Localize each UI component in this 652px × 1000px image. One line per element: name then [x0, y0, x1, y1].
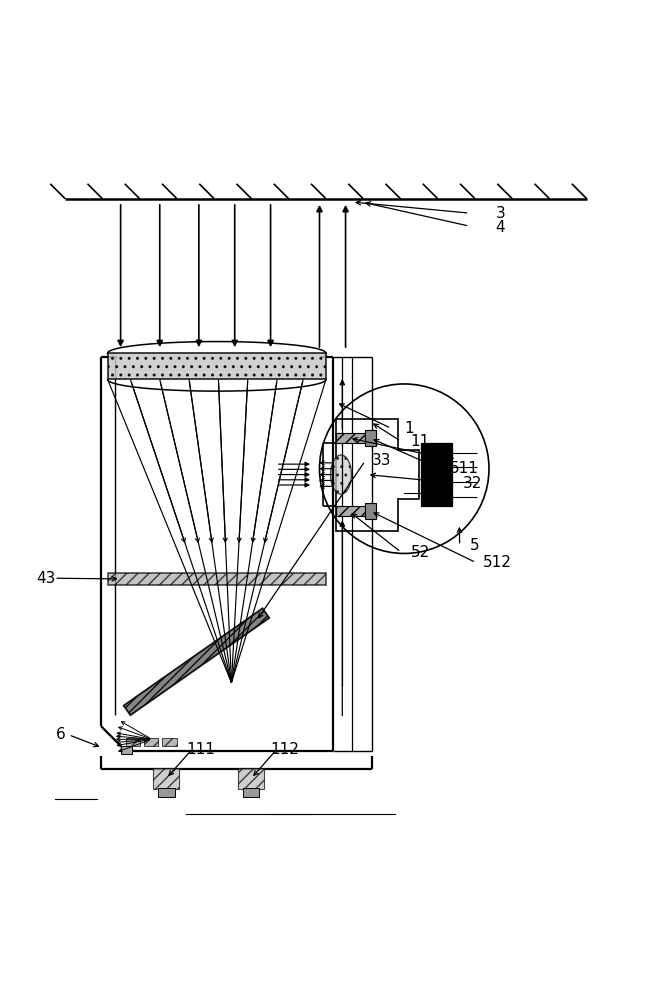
Ellipse shape: [331, 455, 351, 494]
Bar: [238, 768, 264, 789]
Bar: [365, 430, 376, 446]
Bar: [108, 573, 326, 585]
Bar: [121, 746, 132, 754]
Text: 51: 51: [437, 447, 456, 462]
Text: 112: 112: [271, 742, 299, 757]
Polygon shape: [124, 608, 269, 715]
Text: 32: 32: [463, 476, 482, 491]
Bar: [126, 738, 140, 746]
Text: 3: 3: [496, 206, 505, 221]
Text: 511: 511: [450, 461, 479, 476]
Bar: [162, 738, 177, 746]
Text: 512: 512: [482, 555, 511, 570]
Text: 5: 5: [469, 538, 479, 553]
Bar: [421, 443, 452, 506]
Text: 6: 6: [55, 727, 65, 742]
Bar: [365, 503, 376, 519]
Bar: [336, 506, 365, 516]
Bar: [144, 738, 158, 746]
Text: 1: 1: [404, 421, 414, 436]
Text: 4: 4: [496, 220, 505, 235]
Bar: [158, 788, 175, 797]
Bar: [153, 768, 179, 789]
Text: 43: 43: [36, 571, 55, 586]
Bar: [336, 433, 365, 443]
Bar: [243, 788, 259, 797]
Text: 52: 52: [411, 545, 430, 560]
Text: 33: 33: [372, 453, 391, 468]
Text: 11: 11: [411, 434, 430, 449]
Text: 111: 111: [186, 742, 215, 757]
Bar: [108, 353, 326, 379]
